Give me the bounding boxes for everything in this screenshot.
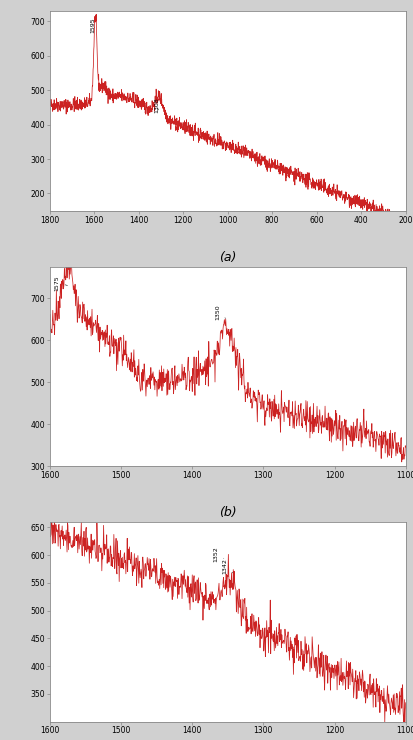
Text: 1595: 1595: [90, 17, 95, 33]
Text: (a): (a): [218, 251, 236, 263]
Text: (b): (b): [218, 506, 236, 519]
Text: 1575: 1575: [55, 275, 67, 291]
Text: 1308: 1308: [154, 97, 159, 113]
Text: 1352: 1352: [213, 546, 223, 562]
Text: 1350: 1350: [214, 304, 225, 320]
Text: 1342: 1342: [221, 559, 232, 574]
